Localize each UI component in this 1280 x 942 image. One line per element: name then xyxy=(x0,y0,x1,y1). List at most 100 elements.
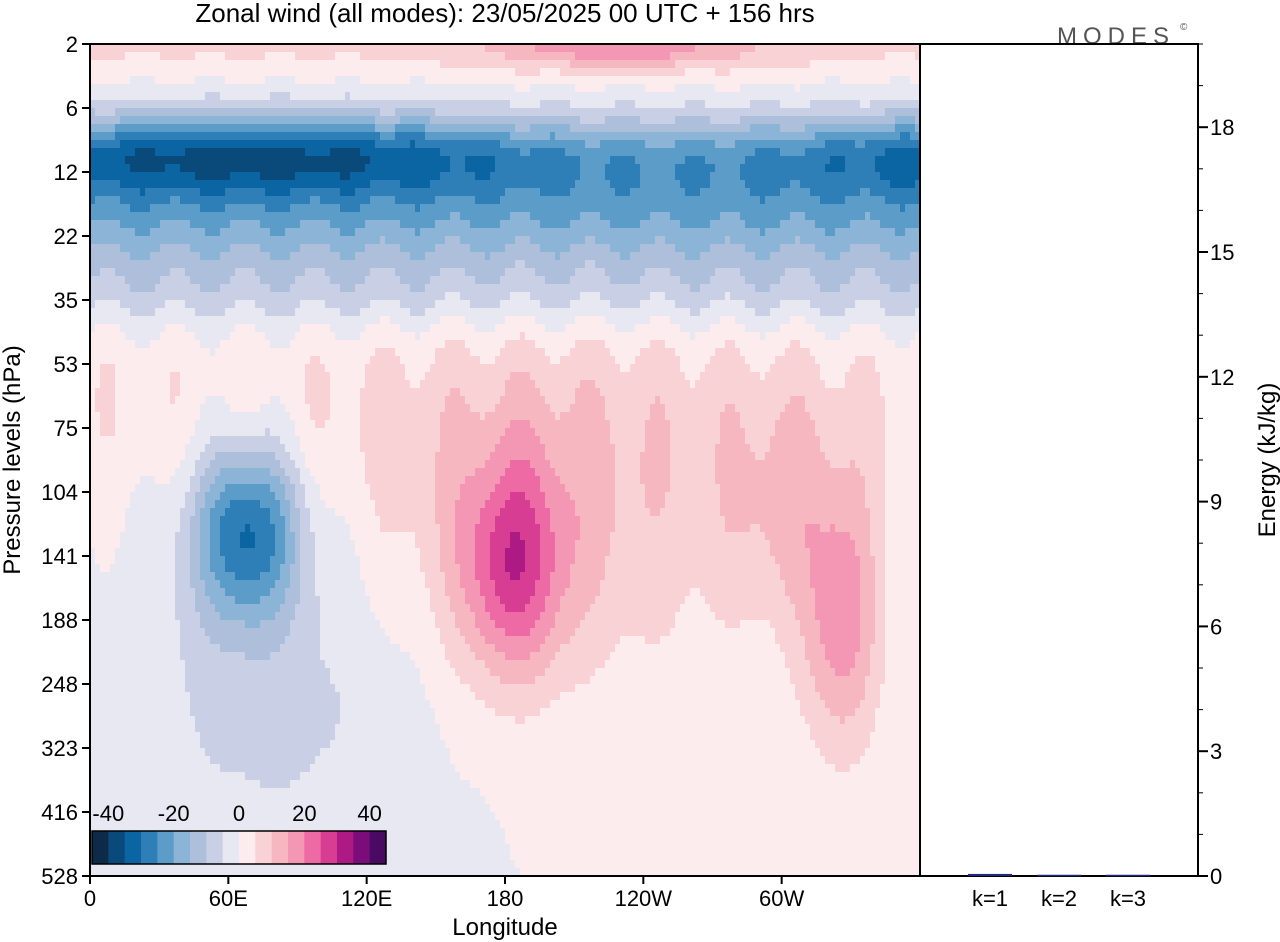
heatmap-cell xyxy=(350,124,356,133)
heatmap-cell xyxy=(105,212,111,221)
heatmap-cell xyxy=(495,76,501,85)
heatmap-cell xyxy=(905,84,911,93)
heatmap-cell xyxy=(185,268,191,277)
heatmap-cell xyxy=(745,92,751,101)
heatmap-cell xyxy=(505,188,511,197)
heatmap-cell xyxy=(840,140,846,149)
heatmap-cell xyxy=(110,92,116,101)
heatmap-cell xyxy=(780,60,786,69)
heatmap-cell xyxy=(615,116,621,125)
heatmap-cell xyxy=(825,196,831,205)
heatmap-cell xyxy=(735,60,741,69)
heatmap-cell xyxy=(415,60,421,69)
heatmap-cell xyxy=(630,148,636,157)
heatmap-cell xyxy=(755,188,761,197)
heatmap-cell xyxy=(115,100,121,109)
heatmap-cell xyxy=(350,116,356,125)
heatmap-cell xyxy=(415,260,421,269)
heatmap-cell xyxy=(380,276,386,285)
heatmap-cell xyxy=(755,84,761,93)
heatmap-cell xyxy=(205,148,211,157)
heatmap-cell xyxy=(570,84,576,93)
heatmap-cell xyxy=(525,124,531,133)
heatmap-cell xyxy=(90,44,96,53)
heatmap-cell xyxy=(355,260,361,269)
heatmap-cell xyxy=(100,108,106,117)
heatmap-cell xyxy=(130,76,136,85)
heatmap-cell xyxy=(445,268,451,277)
heatmap-cell xyxy=(635,60,641,69)
heatmap-cell xyxy=(485,52,491,61)
heatmap-cell xyxy=(790,52,796,61)
heatmap-cell xyxy=(355,204,361,213)
heatmap-cell xyxy=(370,108,376,117)
heatmap-cell xyxy=(665,180,671,189)
heatmap-cell xyxy=(310,252,316,261)
heatmap-cell xyxy=(460,44,466,53)
heatmap-cell xyxy=(760,268,766,277)
heatmap-cell xyxy=(745,188,751,197)
heatmap-cell xyxy=(160,44,166,53)
heatmap-cell xyxy=(145,132,151,141)
heatmap-cell xyxy=(715,156,721,165)
heatmap-cell xyxy=(125,84,131,93)
heatmap-cell xyxy=(775,148,781,157)
heatmap-cell xyxy=(765,260,771,269)
heatmap-cell xyxy=(520,132,526,141)
heatmap-cell xyxy=(675,156,681,165)
heatmap-cell xyxy=(905,68,911,77)
heatmap-cell xyxy=(910,228,916,237)
heatmap-cell xyxy=(540,68,546,77)
heatmap-cell xyxy=(235,196,241,205)
heatmap-cell xyxy=(830,212,836,221)
heatmap-cell xyxy=(410,116,416,125)
heatmap-cell xyxy=(245,156,251,165)
heatmap-cell xyxy=(915,84,920,93)
heatmap-cell xyxy=(465,84,471,93)
heatmap-cell xyxy=(615,236,621,245)
heatmap-cell xyxy=(515,172,521,181)
heatmap-cell xyxy=(180,132,186,141)
heatmap-cell xyxy=(900,204,906,213)
heatmap-cell xyxy=(850,100,856,109)
heatmap-cell xyxy=(430,108,436,117)
heatmap-cell xyxy=(90,260,96,269)
heatmap-cell xyxy=(720,100,726,109)
heatmap-cell xyxy=(880,276,886,285)
heatmap-cell xyxy=(875,124,881,133)
heatmap-cell xyxy=(445,252,451,261)
heatmap-cell xyxy=(600,116,606,125)
heatmap-cell xyxy=(425,124,431,133)
heatmap-cell xyxy=(275,92,281,101)
heatmap-cell xyxy=(665,84,671,93)
heatmap-cell xyxy=(300,252,306,261)
heatmap-cell xyxy=(395,84,401,93)
heatmap-cell xyxy=(845,204,851,213)
heatmap-cell xyxy=(650,220,656,229)
heatmap-cell xyxy=(620,92,626,101)
heatmap-cell xyxy=(400,236,406,245)
heatmap-cell xyxy=(530,212,536,221)
heatmap-cell xyxy=(110,84,116,93)
heatmap-cell xyxy=(845,60,851,69)
heatmap-cell xyxy=(500,164,506,173)
heatmap-cell xyxy=(515,164,521,173)
heatmap-cell xyxy=(110,172,116,181)
heatmap-cell xyxy=(305,156,311,165)
heatmap-cell xyxy=(360,268,366,277)
heatmap-cell xyxy=(645,68,651,77)
heatmap-cell xyxy=(690,140,696,149)
heatmap-cell xyxy=(710,164,716,173)
heatmap-cell xyxy=(145,60,151,69)
heatmap-cell xyxy=(595,68,601,77)
heatmap-cell xyxy=(910,188,916,197)
heatmap-cell xyxy=(385,228,391,237)
heatmap-cell xyxy=(90,60,96,69)
heatmap-cell xyxy=(140,260,146,269)
heatmap-cell xyxy=(615,100,621,109)
heatmap-cell xyxy=(235,236,241,245)
heatmap-cell xyxy=(235,140,241,149)
heatmap-cell xyxy=(225,244,231,253)
heatmap-cell xyxy=(505,108,511,117)
heatmap-cell xyxy=(320,212,326,221)
